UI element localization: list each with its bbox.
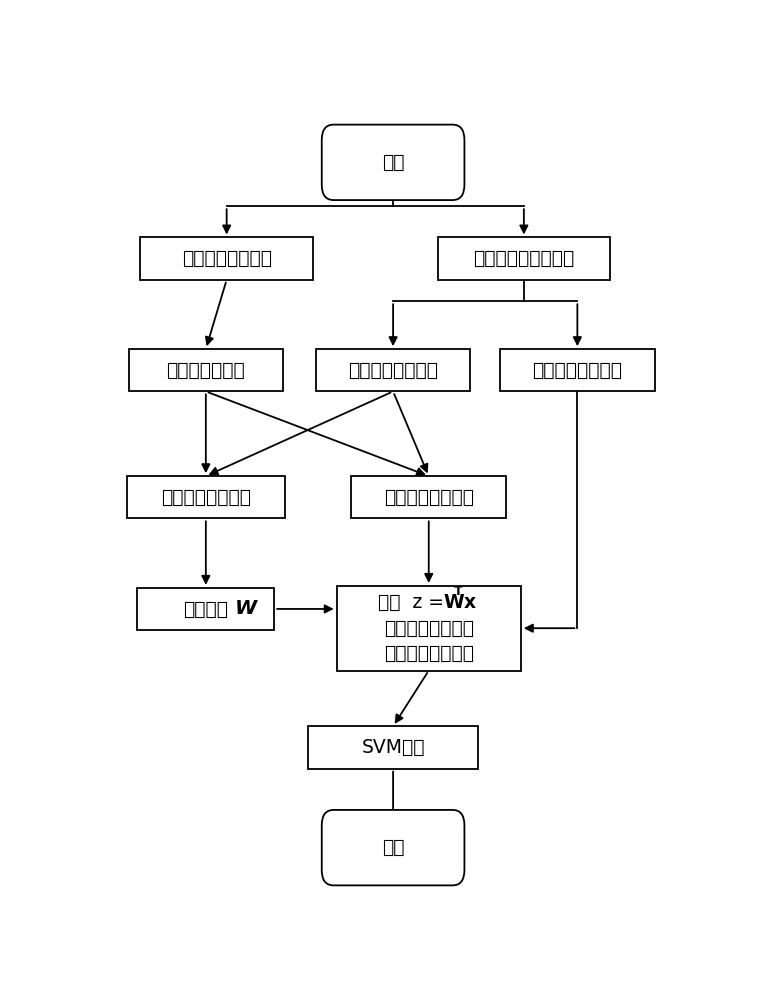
Text: T: T	[454, 585, 463, 598]
FancyBboxPatch shape	[127, 476, 285, 518]
Text: 源训练样本分类: 源训练样本分类	[166, 361, 245, 380]
Text: x: x	[463, 593, 476, 612]
FancyBboxPatch shape	[316, 349, 470, 391]
Text: 计算  z =: 计算 z =	[378, 593, 450, 612]
Text: SVM分类: SVM分类	[361, 738, 425, 757]
FancyBboxPatch shape	[308, 726, 478, 769]
Text: 投影矩阵: 投影矩阵	[183, 599, 229, 618]
Text: 开始: 开始	[382, 153, 404, 172]
FancyBboxPatch shape	[322, 125, 465, 200]
Text: W: W	[235, 599, 257, 618]
Text: 使样本从高维空间: 使样本从高维空间	[384, 619, 474, 638]
FancyBboxPatch shape	[500, 349, 655, 391]
Text: 输入源高光谱数据: 输入源高光谱数据	[182, 249, 272, 268]
Text: 目标训练样本分类: 目标训练样本分类	[348, 361, 438, 380]
FancyBboxPatch shape	[337, 586, 521, 671]
FancyBboxPatch shape	[438, 237, 610, 280]
Text: W: W	[443, 593, 463, 612]
Text: 投影至低维子空间: 投影至低维子空间	[384, 644, 474, 663]
Text: 非负稀疏散度准则: 非负稀疏散度准则	[384, 488, 474, 507]
Text: 目标测试样本分类: 目标测试样本分类	[532, 361, 622, 380]
FancyBboxPatch shape	[129, 349, 283, 391]
Text: 结束: 结束	[382, 838, 404, 857]
FancyBboxPatch shape	[351, 476, 506, 518]
Text: 输入目标高光谱数据: 输入目标高光谱数据	[473, 249, 574, 268]
FancyBboxPatch shape	[137, 588, 275, 630]
FancyBboxPatch shape	[322, 810, 465, 885]
Text: 成对约束判别分析: 成对约束判别分析	[161, 488, 251, 507]
FancyBboxPatch shape	[140, 237, 313, 280]
